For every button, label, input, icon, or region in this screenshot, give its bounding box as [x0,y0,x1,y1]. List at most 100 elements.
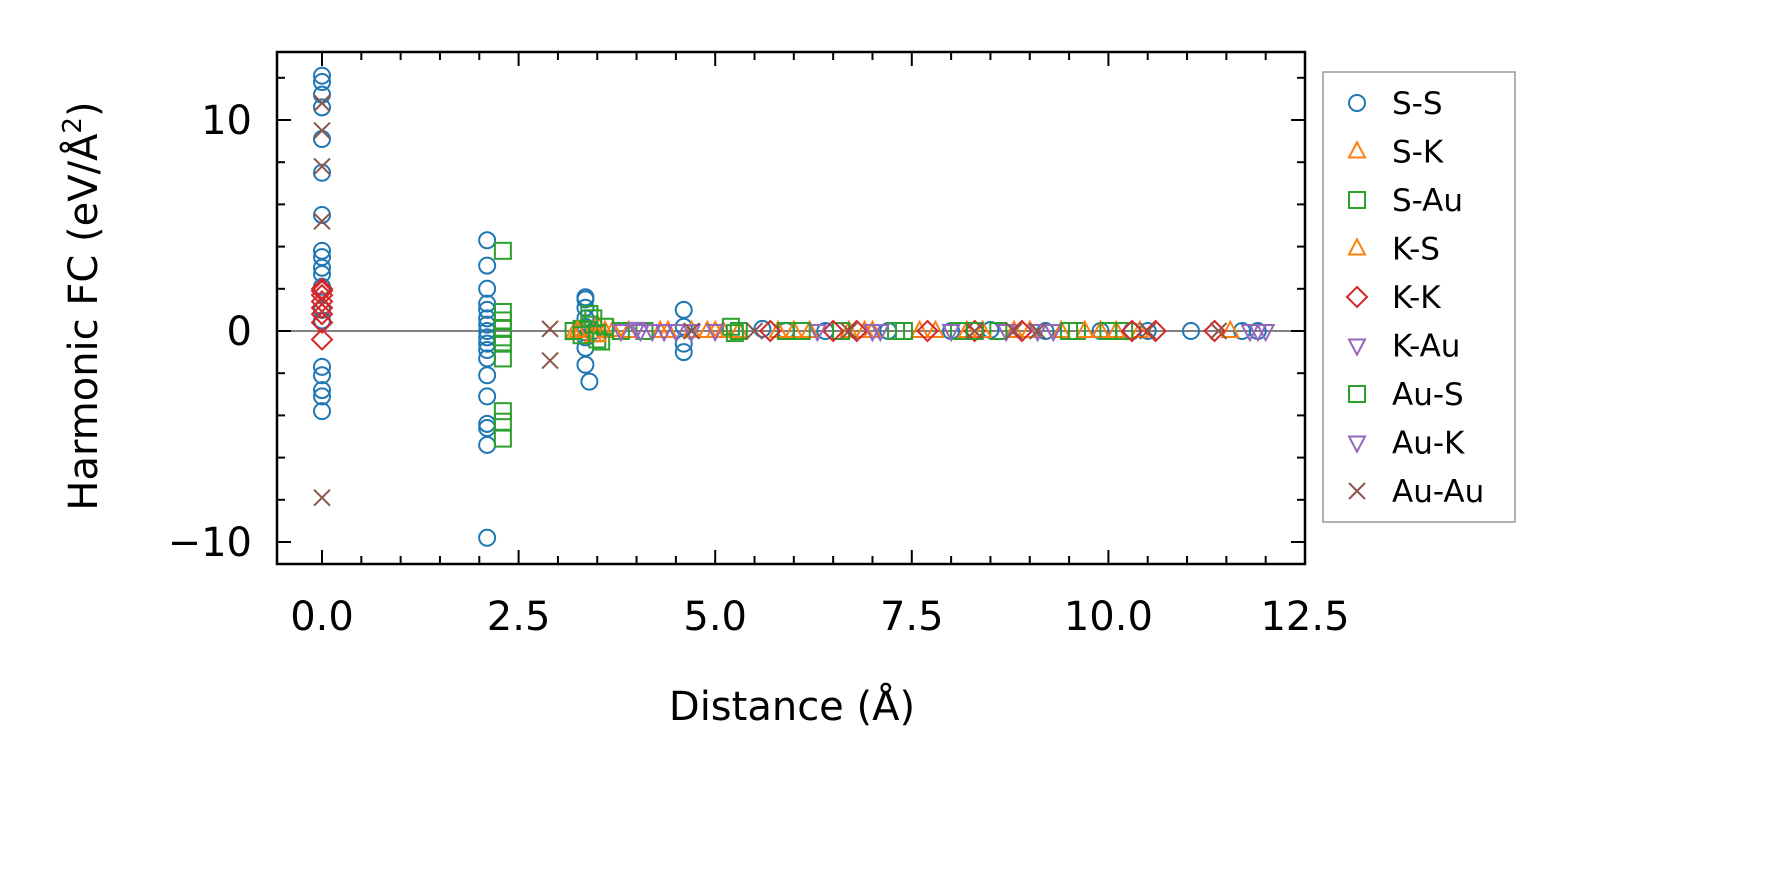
y-axis-label-sup: 2 [58,117,88,134]
legend-marker-au-au [1348,482,1366,500]
point-k-k [758,319,782,343]
point-s-s [576,290,595,309]
legend-label-s-s: S-S [1392,86,1443,122]
x-stroke [966,322,984,340]
x-stroke [313,157,331,176]
point-au-au [1139,322,1157,340]
legend-item-s-s: S-S [1348,86,1443,122]
x-stroke [313,212,331,230]
point-au-s [1099,322,1118,340]
point-k-au [996,324,1016,343]
point-s-s [478,387,497,406]
point-k-k [310,311,334,334]
point-s-au [729,322,748,340]
legend-marker-k-s [1347,237,1367,256]
legend-marker-s-s [1348,94,1366,112]
point-s-au [493,429,512,448]
point-au-k [1240,324,1260,343]
y-axis-label-main: Harmonic FC (eV/Å [59,133,107,511]
point-au-k [862,324,883,343]
legend-item-s-k: S-K [1347,135,1444,171]
point-s-s [478,528,497,547]
series-au-au [313,94,1228,507]
point-s-s [753,319,772,338]
y-tick-label: 10 [201,98,252,144]
point-s-s [674,343,693,362]
x-axis-label: Distance (Å) [669,682,915,730]
x-stroke [1139,322,1157,340]
point-s-au [580,305,599,324]
point-s-s [478,279,497,298]
legend-item-s-au: S-Au [1348,183,1463,219]
point-k-s [705,319,725,338]
y-axis-label: Harmonic FC (eV/Å2) [58,101,107,510]
point-s-s [313,387,331,406]
point-k-s [658,319,678,338]
y-tick-label: −10 [168,520,252,566]
legend-item-k-au: K-Au [1347,329,1460,365]
legend: S-S S-K S-Au K-S K-K K-Au Au-S Au-K Au-Au [1322,71,1516,523]
point-k-au [611,324,631,343]
legend-label-k-k: K-K [1392,280,1441,316]
point-s-s [313,205,331,224]
tick-labels: 0.0 2.5 5.0 7.5 10.0 12.5 −10 0 10 [168,98,1350,640]
series-k-k [310,277,1226,351]
point-k-k [310,302,334,326]
legend-item-au-k: Au-K [1347,426,1465,462]
point-k-au [1043,324,1064,343]
x-stroke [313,488,331,507]
point-s-au [989,322,1008,340]
series-s-s [313,66,1267,547]
point-au-au [313,121,331,140]
legend-label-k-s: K-S [1392,232,1440,268]
point-k-au [642,324,662,343]
x-stroke [313,94,331,112]
point-s-au [493,334,512,353]
point-k-au [666,324,686,343]
legend-items: S-S S-K S-Au K-S K-K K-Au Au-S Au-K Au-Au [1345,86,1484,510]
point-k-k [310,328,334,351]
point-s-s [1181,322,1200,340]
point-k-k [916,319,939,343]
point-k-s [1020,319,1040,338]
point-k-au [681,324,702,343]
x-stroke [541,351,559,370]
point-s-s [313,66,331,85]
x-stroke [840,322,858,340]
point-s-k [910,319,930,338]
point-s-k [681,319,702,338]
point-s-au [493,412,512,431]
point-au-au [313,212,331,230]
point-s-s [580,372,599,391]
point-au-s [592,332,611,351]
point-au-au [966,322,984,340]
x-tick-label: 5.0 [683,594,747,640]
legend-label-s-k: S-K [1392,135,1444,171]
legend-item-k-s: K-S [1347,232,1440,268]
point-au-k [654,324,674,343]
point-au-au [840,322,858,340]
x-stroke [313,121,331,140]
point-s-s [576,355,595,374]
point-au-au [745,322,764,340]
point-au-au [313,488,331,507]
x-tick-label: 0.0 [290,594,354,640]
point-k-k [821,319,845,343]
point-s-s [478,435,497,454]
point-k-k [963,319,987,343]
x-tick-label: 7.5 [880,594,944,640]
legend-marker-s-au [1348,191,1366,209]
point-au-s [894,322,913,340]
point-s-s [313,163,331,182]
point-s-k [1220,319,1240,338]
x-stroke [1005,322,1023,340]
legend-item-au-s: Au-S [1348,377,1464,413]
point-s-au [493,402,512,421]
point-k-k [1010,319,1034,343]
point-s-s [313,98,331,117]
point-s-k [1004,319,1024,338]
legend-marker-k-au [1347,338,1367,357]
point-au-s [725,324,744,343]
legend-marker-au-s [1348,385,1366,403]
point-au-au [541,351,559,370]
